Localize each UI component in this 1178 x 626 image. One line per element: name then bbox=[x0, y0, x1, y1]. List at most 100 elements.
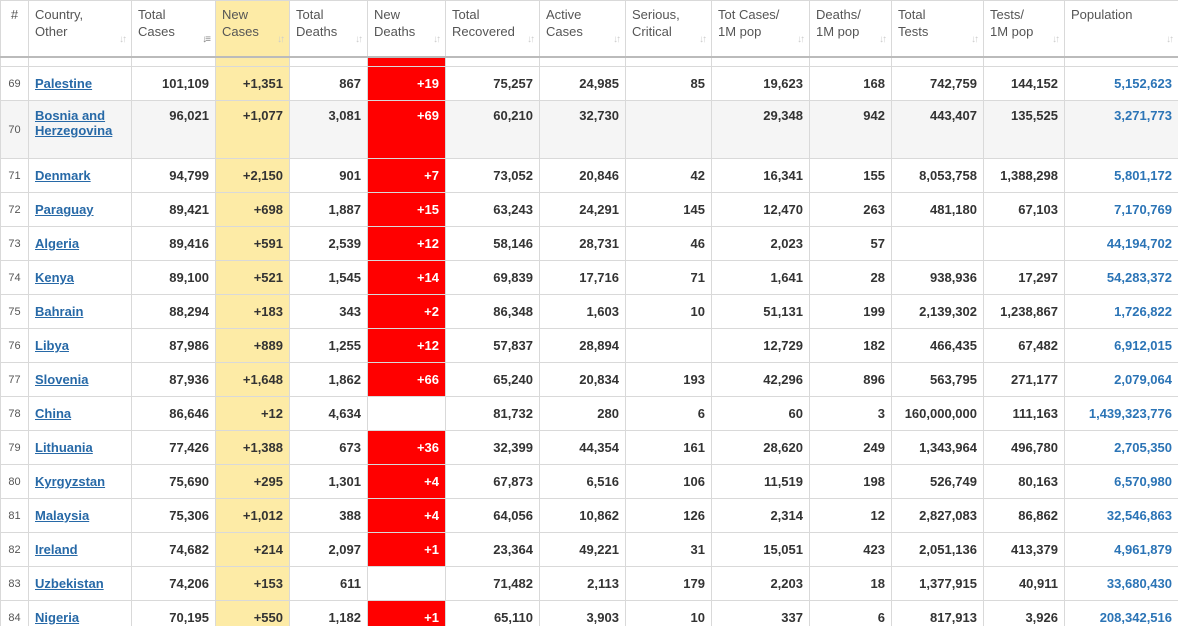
column-header-active-cases[interactable]: Active Cases ↓↑ bbox=[539, 0, 626, 58]
cell-total-cases: 89,100 bbox=[131, 260, 216, 295]
cell-new-deaths: +7 bbox=[367, 158, 446, 193]
cell-idx: 76 bbox=[0, 328, 29, 363]
column-header-new-deaths[interactable]: New Deaths ↓↑ bbox=[367, 0, 446, 58]
country-link[interactable]: Libya bbox=[35, 338, 69, 353]
cell-total-cases: 87,986 bbox=[131, 328, 216, 363]
cell-population: 1,439,323,776 bbox=[1064, 396, 1178, 431]
sort-updown-icon[interactable]: ↓↑ bbox=[797, 34, 805, 45]
column-header-total-tests[interactable]: Total Tests ↓↑ bbox=[891, 0, 984, 58]
country-link[interactable]: Denmark bbox=[35, 168, 91, 183]
cell-country: Kyrgyzstan bbox=[28, 464, 132, 499]
cell-tests: 1,377,915 bbox=[891, 566, 984, 601]
cell-new-cases: +2,150 bbox=[215, 158, 290, 193]
cell-tests-per-m: 67,482 bbox=[983, 328, 1065, 363]
country-link[interactable]: Bosnia and Herzegovina bbox=[35, 108, 113, 138]
partial-cell bbox=[539, 57, 626, 67]
sort-updown-icon[interactable]: ↓↑ bbox=[277, 34, 285, 45]
column-header-index[interactable]: # bbox=[0, 0, 29, 58]
cell-tests: 160,000,000 bbox=[891, 396, 984, 431]
column-header-total-recovered[interactable]: Total Recovered ↓↑ bbox=[445, 0, 540, 58]
cell-tests-per-m: 3,926 bbox=[983, 600, 1065, 626]
partial-cell bbox=[1064, 57, 1178, 67]
column-header-label: Tot Cases/ 1M pop bbox=[718, 7, 780, 39]
cell-critical: 85 bbox=[625, 66, 712, 101]
column-header-label: Population bbox=[1071, 7, 1133, 22]
cell-idx: 81 bbox=[0, 498, 29, 533]
sort-updown-icon[interactable]: ↓↑ bbox=[971, 34, 979, 45]
cell-tests bbox=[891, 226, 984, 261]
cell-deaths-per-m: 57 bbox=[809, 226, 892, 261]
sort-updown-icon[interactable]: ↓↑ bbox=[613, 34, 621, 45]
column-header-label: Deaths/ 1M pop bbox=[816, 7, 861, 39]
column-header-cases-per-million[interactable]: Tot Cases/ 1M pop ↓↑ bbox=[711, 0, 810, 58]
country-link[interactable]: Palestine bbox=[35, 76, 93, 91]
cell-country: Algeria bbox=[28, 226, 132, 261]
cell-total-cases: 77,426 bbox=[131, 430, 216, 465]
country-link[interactable]: China bbox=[35, 406, 72, 421]
cell-country: Bosnia and Herzegovina bbox=[28, 100, 132, 159]
cell-idx: 80 bbox=[0, 464, 29, 499]
cell-idx: 73 bbox=[0, 226, 29, 261]
cell-tests: 938,936 bbox=[891, 260, 984, 295]
country-link[interactable]: Lithuania bbox=[35, 440, 93, 455]
cell-tests: 443,407 bbox=[891, 100, 984, 159]
cell-idx: 83 bbox=[0, 566, 29, 601]
cell-population: 4,961,879 bbox=[1064, 532, 1178, 567]
cell-population: 54,283,372 bbox=[1064, 260, 1178, 295]
sort-updown-icon[interactable]: ↓↑ bbox=[527, 34, 535, 45]
partial-cell bbox=[625, 57, 712, 67]
cell-critical: 71 bbox=[625, 260, 712, 295]
cell-deaths-per-m: 28 bbox=[809, 260, 892, 295]
country-link[interactable]: Algeria bbox=[35, 236, 80, 251]
table-row: 74 Kenya 89,100 +521 1,545 +14 69,839 17,716 71 1… bbox=[0, 260, 1178, 295]
cell-idx: 69 bbox=[0, 66, 29, 101]
column-header-total-cases[interactable]: Total Cases ↓≡ bbox=[131, 0, 216, 58]
cell-deaths-per-m: 942 bbox=[809, 100, 892, 159]
column-header-new-cases[interactable]: New Cases ↓↑ bbox=[215, 0, 290, 58]
cell-population: 2,079,064 bbox=[1064, 362, 1178, 397]
sort-updown-icon[interactable]: ↓↑ bbox=[119, 34, 127, 45]
country-link[interactable]: Bahrain bbox=[35, 304, 84, 319]
country-link[interactable]: Uzbekistan bbox=[35, 576, 104, 591]
cell-total-deaths: 4,634 bbox=[289, 396, 368, 431]
country-link[interactable]: Kenya bbox=[35, 270, 75, 285]
sort-updown-icon[interactable]: ↓↑ bbox=[355, 34, 363, 45]
column-header-country[interactable]: Country, Other ↓↑ bbox=[28, 0, 132, 58]
cell-active: 32,730 bbox=[539, 100, 626, 159]
cell-critical bbox=[625, 100, 712, 159]
sort-updown-icon[interactable]: ↓↑ bbox=[699, 34, 707, 45]
sort-updown-icon[interactable]: ↓↑ bbox=[1166, 34, 1174, 45]
country-link[interactable]: Slovenia bbox=[35, 372, 89, 387]
table-row: 73 Algeria 89,416 +591 2,539 +12 58,146 28,731 4… bbox=[0, 226, 1178, 261]
column-header-population[interactable]: Population ↓↑ bbox=[1064, 0, 1178, 58]
cell-total-deaths: 611 bbox=[289, 566, 368, 601]
cell-tests-per-m bbox=[983, 226, 1065, 261]
column-header-deaths-per-million[interactable]: Deaths/ 1M pop ↓↑ bbox=[809, 0, 892, 58]
column-header-tests-per-million[interactable]: Tests/ 1M pop ↓↑ bbox=[983, 0, 1065, 58]
cell-deaths-per-m: 423 bbox=[809, 532, 892, 567]
sort-updown-icon[interactable]: ↓↑ bbox=[879, 34, 887, 45]
country-link[interactable]: Ireland bbox=[35, 542, 78, 557]
cell-tests-per-m: 135,525 bbox=[983, 100, 1065, 159]
cell-tests-per-m: 271,177 bbox=[983, 362, 1065, 397]
cell-cases-per-m: 16,341 bbox=[711, 158, 810, 193]
cell-cases-per-m: 1,641 bbox=[711, 260, 810, 295]
cell-deaths-per-m: 199 bbox=[809, 294, 892, 329]
sort-updown-icon[interactable]: ↓↑ bbox=[1052, 34, 1060, 45]
cell-country: Palestine bbox=[28, 66, 132, 101]
country-link[interactable]: Paraguay bbox=[35, 202, 94, 217]
partial-cell bbox=[0, 57, 29, 67]
country-link[interactable]: Nigeria bbox=[35, 610, 80, 625]
cell-deaths-per-m: 198 bbox=[809, 464, 892, 499]
cell-critical bbox=[625, 328, 712, 363]
cell-recovered: 57,837 bbox=[445, 328, 540, 363]
column-header-total-deaths[interactable]: Total Deaths ↓↑ bbox=[289, 0, 368, 58]
country-link[interactable]: Kyrgyzstan bbox=[35, 474, 106, 489]
sort-updown-icon[interactable]: ↓↑ bbox=[433, 34, 441, 45]
cell-total-deaths: 1,887 bbox=[289, 192, 368, 227]
country-link[interactable]: Malaysia bbox=[35, 508, 90, 523]
cell-tests-per-m: 86,862 bbox=[983, 498, 1065, 533]
column-header-serious-critical[interactable]: Serious, Critical ↓↑ bbox=[625, 0, 712, 58]
cell-recovered: 67,873 bbox=[445, 464, 540, 499]
sort-down-icon[interactable]: ↓≡ bbox=[202, 34, 211, 45]
